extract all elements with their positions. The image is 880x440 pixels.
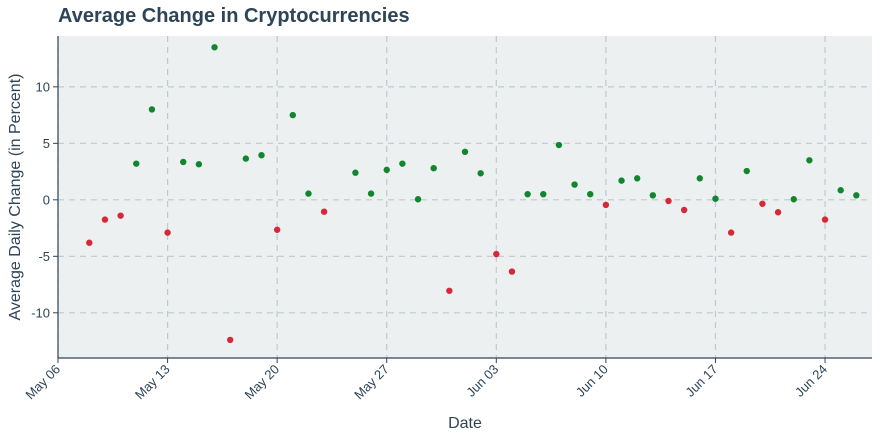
data-point-positive <box>618 177 625 184</box>
data-point-positive <box>305 190 312 197</box>
data-point-positive <box>806 157 813 164</box>
y-tick-label: -5 <box>38 249 50 264</box>
x-tick-label: Jun 10 <box>573 362 611 400</box>
data-points <box>86 44 860 344</box>
data-point-positive <box>461 148 469 156</box>
chart-title: Average Change in Cryptocurrencies <box>58 5 410 27</box>
y-axis-title: Average Daily Change (in Percent) <box>7 74 24 321</box>
data-point-positive <box>289 111 297 119</box>
data-point-negative <box>226 336 234 344</box>
data-point-positive <box>555 141 563 149</box>
x-tick-label: May 13 <box>132 362 173 403</box>
plot-area <box>58 36 872 358</box>
data-point-positive <box>477 170 484 177</box>
data-point-positive <box>180 158 187 166</box>
x-tick-label: May 27 <box>351 362 392 403</box>
data-point-positive <box>524 190 531 198</box>
data-point-positive <box>258 151 265 159</box>
data-point-positive <box>790 196 797 203</box>
data-point-positive <box>211 44 218 51</box>
data-point-positive <box>540 190 547 198</box>
data-point-negative <box>117 212 124 219</box>
x-tick-label: Jun 17 <box>682 362 720 400</box>
data-point-negative <box>727 229 735 236</box>
data-point-positive <box>383 166 390 174</box>
data-point-negative <box>680 206 688 214</box>
x-tick-label: Jun 03 <box>463 362 501 400</box>
data-point-negative <box>821 216 829 223</box>
data-point-negative <box>493 250 500 258</box>
data-point-negative <box>446 287 453 294</box>
data-point-positive <box>743 167 750 175</box>
y-tick-label: 10 <box>36 79 50 94</box>
data-point-negative <box>320 208 328 215</box>
data-point-positive <box>712 195 719 202</box>
data-point-negative <box>602 201 610 209</box>
data-point-positive <box>633 175 641 182</box>
data-point-negative <box>101 216 109 223</box>
y-tick-label: 0 <box>43 192 50 207</box>
x-tick-label: May 06 <box>22 362 63 403</box>
data-point-positive <box>587 190 594 198</box>
data-point-positive <box>837 187 844 194</box>
data-point-positive <box>414 196 422 203</box>
data-point-positive <box>696 175 704 182</box>
x-tick-label: May 20 <box>242 362 283 403</box>
data-point-positive <box>148 106 156 113</box>
data-point-positive <box>352 169 359 176</box>
data-point-positive <box>571 181 578 188</box>
data-point-positive <box>367 190 375 197</box>
data-point-positive <box>649 192 657 199</box>
data-point-negative <box>273 226 281 233</box>
x-axis-title: Date <box>448 415 482 432</box>
data-point-negative <box>774 209 782 216</box>
y-tick-label: 5 <box>43 136 50 151</box>
x-tick-label: Jun 24 <box>792 362 830 400</box>
data-point-positive <box>195 161 203 168</box>
data-point-positive <box>133 160 140 167</box>
data-point-negative <box>665 197 672 205</box>
data-point-positive <box>242 155 250 162</box>
y-tick-label: -10 <box>31 305 50 320</box>
data-point-positive <box>430 164 437 172</box>
data-point-positive <box>853 192 860 199</box>
data-point-negative <box>759 200 766 207</box>
data-point-negative <box>164 229 171 236</box>
data-point-negative <box>508 268 516 275</box>
data-point-positive <box>399 160 406 167</box>
data-point-negative <box>86 239 93 246</box>
